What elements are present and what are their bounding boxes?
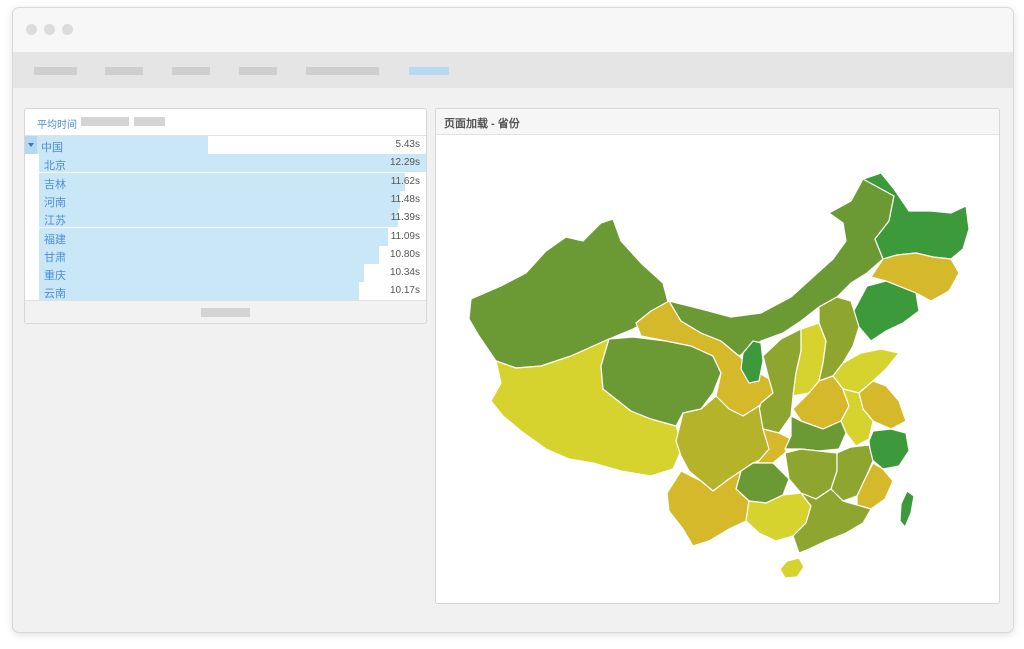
- region-value: 10.34s: [389, 267, 420, 279]
- region-chongqing[interactable]: [756, 428, 792, 464]
- province-row[interactable]: 云南 10.17s: [25, 282, 426, 301]
- value-bar: [39, 227, 388, 246]
- region-name[interactable]: 云南: [44, 288, 66, 301]
- province-row[interactable]: 吉林 11.62s: [25, 172, 426, 191]
- province-row[interactable]: 北京 12.29s: [25, 154, 426, 173]
- region-hainan[interactable]: [779, 557, 805, 579]
- value-bar: [39, 209, 398, 228]
- region-name[interactable]: 江苏: [44, 215, 66, 228]
- region-name[interactable]: 河南: [44, 196, 66, 209]
- region-heilongjiang[interactable]: [862, 172, 970, 260]
- maximize-window-dot[interactable]: [62, 24, 73, 35]
- province-row[interactable]: 重庆 10.34s: [25, 264, 426, 283]
- region-ningxia[interactable]: [740, 340, 764, 384]
- province-row[interactable]: 河南 11.48s: [25, 190, 426, 209]
- toolbar: [13, 52, 1013, 88]
- region-tibet[interactable]: [490, 338, 684, 477]
- region-zhejiang[interactable]: [868, 428, 910, 470]
- province-row[interactable]: 江苏 11.39s: [25, 209, 426, 228]
- value-bar: [39, 154, 426, 173]
- toolbar-tab-placeholder[interactable]: [306, 67, 379, 75]
- region-fujian[interactable]: [856, 462, 894, 510]
- region-name[interactable]: 福建: [44, 233, 66, 246]
- region-name[interactable]: 甘肃: [44, 251, 66, 264]
- country-row[interactable]: 中国 5.43s: [25, 136, 426, 154]
- region-value: 11.39s: [390, 212, 420, 224]
- value-bar: [39, 172, 405, 191]
- toolbar-tab-placeholder[interactable]: [105, 67, 143, 75]
- region-value: 11.09s: [390, 230, 420, 242]
- map-panel: 页面加载 - 省份: [435, 108, 1000, 604]
- map-panel-header: 页面加载 - 省份: [436, 109, 999, 135]
- toolbar-tab-placeholder[interactable]: [172, 67, 210, 75]
- region-taiwan[interactable]: [899, 490, 915, 528]
- region-name[interactable]: 重庆: [44, 270, 66, 283]
- value-bar: [39, 245, 379, 264]
- region-name[interactable]: 中国: [41, 142, 63, 154]
- region-value: 10.17s: [389, 285, 420, 297]
- collapse-toggle-icon[interactable]: [25, 136, 37, 154]
- region-name[interactable]: 吉林: [44, 178, 66, 191]
- metric-tab-label[interactable]: 平均时间: [37, 120, 77, 131]
- panel-footer: [25, 300, 426, 323]
- province-row[interactable]: 甘肃 10.80s: [25, 245, 426, 264]
- map-panel-title: 页面加载 - 省份: [444, 118, 520, 130]
- region-guangdong[interactable]: [792, 488, 872, 554]
- pagination-placeholder[interactable]: [201, 308, 250, 317]
- region-value: 11.62s: [390, 175, 420, 187]
- tab-placeholder[interactable]: [81, 117, 129, 126]
- value-bar: [37, 136, 208, 154]
- value-bar: [39, 264, 364, 283]
- china-province-map: [468, 172, 970, 579]
- value-bar: [39, 190, 400, 209]
- province-row[interactable]: 福建 11.09s: [25, 227, 426, 246]
- app-window: 平均时间 中国 5.43s 北京 12.29s 吉林 11.62s 河南 11.48s 江苏 11…: [12, 7, 1014, 633]
- title-bar: [13, 8, 1013, 52]
- tab-placeholder[interactable]: [134, 117, 165, 126]
- value-bar: [39, 282, 359, 301]
- toolbar-tab-placeholder[interactable]: [239, 67, 277, 75]
- region-value: 11.48s: [390, 193, 420, 205]
- region-liaoning[interactable]: [850, 280, 920, 342]
- toolbar-tab-active[interactable]: [409, 67, 449, 75]
- toolbar-tab-placeholder[interactable]: [34, 67, 77, 75]
- panel-header: 平均时间: [25, 109, 426, 136]
- average-time-panel: 平均时间 中国 5.43s 北京 12.29s 吉林 11.62s 河南 11.48s 江苏 11…: [24, 108, 427, 324]
- region-hubei[interactable]: [784, 415, 847, 452]
- close-window-dot[interactable]: [26, 24, 37, 35]
- region-name[interactable]: 北京: [44, 160, 66, 173]
- region-value: 5.43s: [395, 139, 420, 150]
- region-anhui[interactable]: [840, 388, 874, 447]
- minimize-window-dot[interactable]: [44, 24, 55, 35]
- region-value: 12.29s: [389, 157, 420, 169]
- region-value: 10.80s: [389, 248, 420, 260]
